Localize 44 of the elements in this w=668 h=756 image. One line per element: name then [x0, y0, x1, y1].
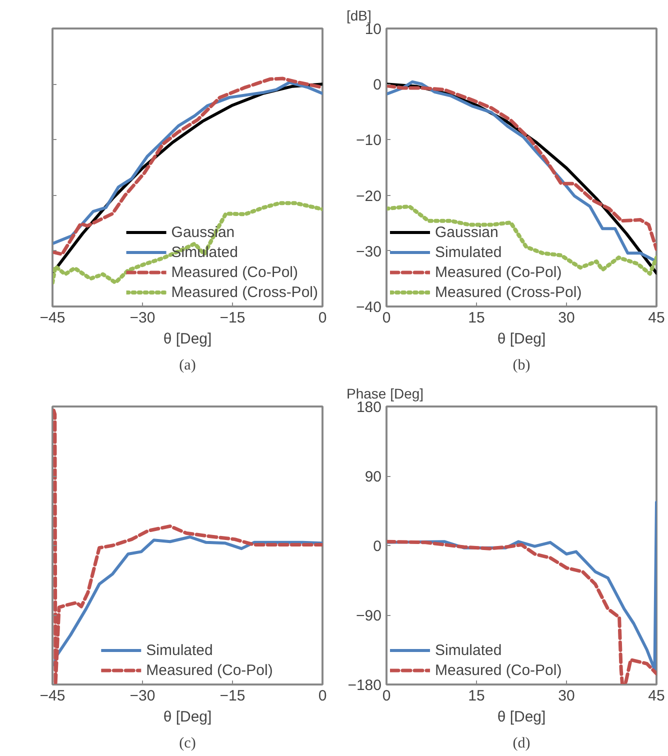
legend-label: Measured (Co-Pol) — [171, 263, 298, 281]
x-tick-label: 15 — [468, 688, 485, 704]
x-tick-label: 0 — [318, 688, 327, 704]
x-axis-title: θ [Deg] — [497, 708, 546, 726]
legend-label: Simulated — [146, 641, 213, 659]
y-axis-title: [dB] — [346, 8, 372, 24]
x-tick-label: −15 — [220, 688, 246, 704]
legend-label: Measured (Cross-Pol) — [171, 283, 318, 301]
text: (c) — [179, 736, 196, 752]
legend-label: Measured (Co-Pol) — [435, 263, 562, 281]
legend-label: Measured (Cross-Pol) — [435, 283, 582, 301]
x-tick-label: −15 — [220, 310, 246, 326]
legend-label: Gaussian — [435, 223, 498, 241]
y-tick-label: −90 — [356, 608, 382, 624]
x-tick-label: 30 — [558, 688, 575, 704]
x-tick-label: 15 — [468, 310, 485, 326]
y-axis-title: Phase [Deg] — [346, 386, 424, 402]
y-tick-label: −180 — [348, 677, 382, 694]
y-tick-label: −40 — [356, 299, 382, 316]
x-tick-label: −30 — [130, 310, 156, 326]
legend-label: Simulated — [435, 641, 502, 659]
legend-label: Measured (Co-Pol) — [146, 661, 273, 679]
x-tick-label: −45 — [40, 688, 66, 704]
y-tick-label: −10 — [356, 132, 382, 150]
y-tick-label: 0 — [373, 538, 382, 555]
x-tick-label: −45 — [40, 310, 66, 326]
x-axis-title: θ [Deg] — [163, 708, 212, 726]
x-axis-title: θ [Deg] — [497, 330, 546, 348]
text: (a) — [179, 358, 196, 374]
y-tick-label: 180 — [356, 399, 382, 416]
text: (d) — [512, 736, 530, 752]
text: (b) — [512, 358, 530, 374]
legend-label: Measured (Co-Pol) — [435, 661, 562, 679]
y-tick-label: 90 — [364, 468, 382, 486]
x-tick-label: 30 — [558, 310, 575, 326]
x-axis-title: θ [Deg] — [163, 330, 212, 348]
x-tick-label: 0 — [318, 310, 327, 326]
x-tick-label: 45 — [648, 688, 665, 704]
y-tick-label: 0 — [373, 76, 382, 94]
x-tick-label: 45 — [648, 310, 665, 326]
y-tick-label: −20 — [356, 188, 382, 205]
y-tick-label: −30 — [356, 243, 382, 260]
x-tick-label: −30 — [130, 688, 156, 704]
legend-label: Simulated — [435, 243, 502, 261]
